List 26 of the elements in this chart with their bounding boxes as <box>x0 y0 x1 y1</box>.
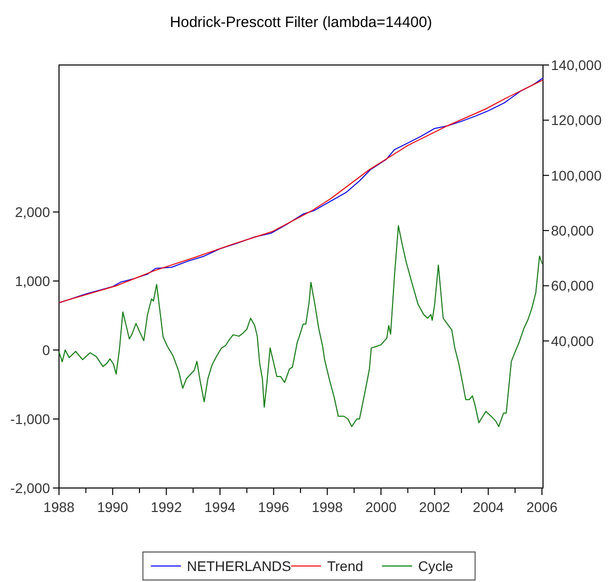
x-tick-label: 1998 <box>312 499 344 515</box>
x-tick-label: 2006 <box>526 499 558 515</box>
y-tick-label: -1,000 <box>10 410 50 427</box>
x-tick-label: 1990 <box>97 499 128 515</box>
y-tick-label: 0 <box>42 342 50 358</box>
x-tick-label: 1996 <box>258 499 290 515</box>
x-tick-label: 1994 <box>204 499 236 515</box>
legend-label: NETHERLANDS <box>186 558 292 574</box>
y-tick-label: 2,000 <box>14 204 50 220</box>
x-tick-label: 1988 <box>43 499 75 515</box>
x-tick-label: 2000 <box>365 499 397 515</box>
y2-tick-label: 40,000 <box>551 332 594 349</box>
y-tick-label: -2,000 <box>10 480 50 496</box>
x-tick-label: 2004 <box>472 499 504 515</box>
y-tick-label: 1,000 <box>14 272 50 289</box>
y2-tick-label: 80,000 <box>551 222 594 239</box>
y2-tick-label: 60,000 <box>551 278 594 294</box>
line-series <box>58 225 543 428</box>
x-tick-label: 2002 <box>419 499 450 515</box>
x-tick-label: 1992 <box>150 499 182 515</box>
legend-label: Cycle <box>418 558 454 574</box>
y2-tick-label: 140,000 <box>551 57 602 73</box>
y2-tick-label: 120,000 <box>551 112 602 128</box>
chart-title: Hodrick-Prescott Filter (lambda=14400) <box>170 14 432 31</box>
legend-label: Trend <box>327 558 364 574</box>
y2-tick-label: 100,000 <box>551 167 602 184</box>
